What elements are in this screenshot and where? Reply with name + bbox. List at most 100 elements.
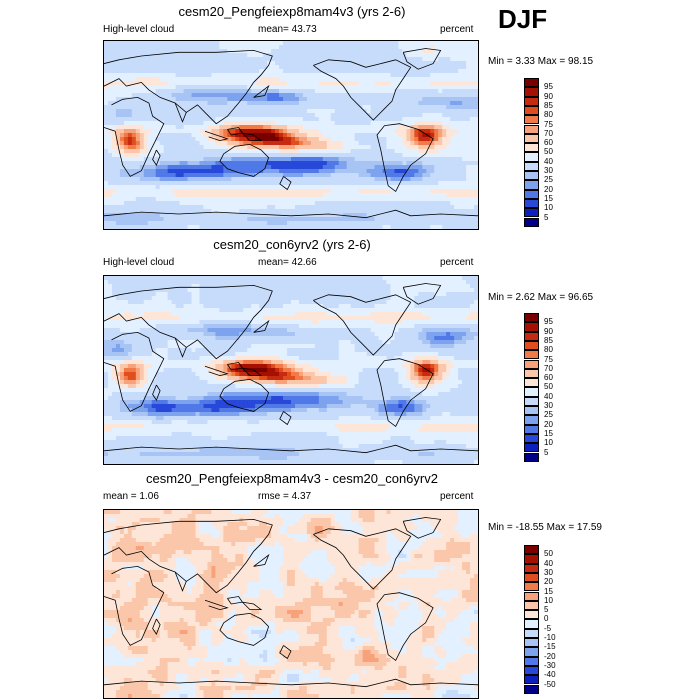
field-cell: [430, 157, 435, 162]
field-cell: [127, 292, 133, 297]
field-cell: [394, 165, 399, 170]
field-cell: [283, 145, 288, 150]
field-cell: [139, 121, 145, 126]
field-cell: [374, 181, 379, 186]
field-cell: [434, 57, 439, 62]
field-cell: [406, 141, 411, 146]
field-cell: [318, 161, 324, 166]
field-cell: [287, 145, 292, 150]
field-cell: [199, 61, 204, 66]
field-cell: [314, 105, 320, 110]
field-cell: [418, 284, 423, 289]
field-cell: [163, 77, 169, 82]
field-cell: [243, 197, 248, 202]
field-cell: [418, 169, 423, 174]
field-cell: [402, 213, 407, 218]
field-cell: [223, 65, 228, 70]
field-cell: [354, 276, 360, 281]
field-cell: [223, 288, 228, 293]
field-cell: [418, 105, 423, 110]
field-cell: [430, 113, 435, 118]
field-cell: [470, 185, 475, 190]
field-cell: [350, 85, 356, 90]
field-cell: [203, 77, 208, 82]
field-cell: [104, 133, 109, 138]
field-cell: [318, 89, 324, 94]
field-cell: [203, 165, 208, 170]
field-cell: [442, 133, 447, 138]
field-cell: [430, 173, 435, 178]
field-cell: [111, 153, 117, 158]
field-cell: [219, 113, 224, 118]
field-cell: [203, 173, 208, 178]
field-cell: [135, 145, 141, 150]
field-cell: [446, 153, 451, 158]
field-cell: [151, 137, 157, 142]
field-cell: [211, 77, 216, 82]
field-cell: [147, 57, 153, 62]
field-cell: [171, 173, 177, 178]
field-cell: [410, 113, 415, 118]
field-cell: [235, 296, 240, 301]
field-cell: [430, 69, 435, 74]
field-cell: [374, 193, 379, 198]
field-cell: [231, 153, 236, 158]
field-cell: [378, 137, 383, 142]
field-cell: [219, 153, 224, 158]
field-cell: [291, 97, 296, 102]
field-cell: [346, 97, 352, 102]
field-cell: [434, 225, 439, 229]
field-cell: [207, 137, 212, 142]
field-cell: [135, 101, 141, 106]
field-cell: [310, 113, 316, 118]
field-cell: [346, 45, 352, 50]
field-cell: [314, 81, 320, 86]
field-cell: [127, 101, 133, 106]
field-cell: [366, 185, 371, 190]
field-cell: [247, 217, 252, 222]
field-cell: [163, 288, 169, 293]
field-cell: [434, 145, 439, 150]
field-cell: [183, 213, 188, 218]
field-cell: [446, 193, 451, 198]
field-cell: [139, 101, 145, 106]
field-cell: [298, 93, 304, 98]
field-cell: [187, 177, 192, 182]
field-cell: [239, 288, 244, 293]
field-cell: [334, 85, 340, 90]
coastline: [104, 209, 478, 219]
field-cell: [123, 189, 129, 194]
field-cell: [235, 61, 240, 66]
field-cell: [199, 93, 204, 98]
field-cell: [111, 105, 117, 110]
field-cell: [474, 129, 478, 134]
field-cell: [291, 61, 296, 66]
field-cell: [474, 89, 478, 94]
field-cell: [171, 89, 177, 94]
coastline: [152, 149, 161, 166]
field-cell: [239, 53, 244, 58]
field-cell: [306, 165, 312, 170]
field-cell: [127, 157, 133, 162]
field-cell: [155, 41, 161, 46]
field-cell: [187, 193, 192, 198]
field-cell: [410, 101, 415, 106]
field-cell: [135, 213, 141, 218]
field-cell: [159, 225, 165, 229]
field-cell: [426, 157, 431, 162]
field-cell: [175, 125, 180, 130]
field-cell: [135, 197, 141, 202]
field-cell: [207, 117, 212, 122]
field-cell: [454, 57, 459, 62]
field-cell: [458, 77, 463, 82]
field-cell: [123, 41, 129, 46]
field-cell: [199, 213, 204, 218]
field-cell: [255, 276, 260, 281]
field-cell: [470, 280, 475, 285]
field-cell: [199, 89, 204, 94]
field-cell: [466, 284, 471, 289]
field-cell: [163, 296, 169, 301]
field-cell: [322, 141, 328, 146]
field-cell: [159, 189, 165, 194]
field-cell: [354, 65, 360, 70]
